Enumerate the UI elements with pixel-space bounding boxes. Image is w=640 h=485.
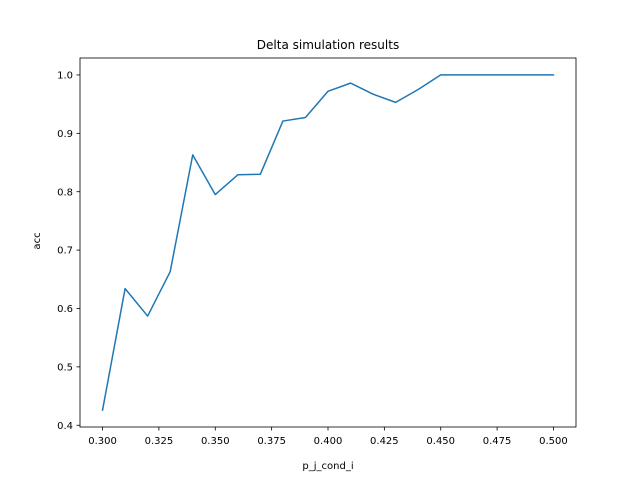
- y-tick-label: 1.0: [57, 71, 73, 82]
- x-tick-label: 0.425: [370, 436, 399, 447]
- x-tick-label: 0.400: [314, 436, 343, 447]
- y-tick-label: 0.5: [57, 362, 73, 373]
- x-tick-label: 0.475: [483, 436, 512, 447]
- x-axis-label: p_j_cond_i: [302, 461, 353, 472]
- x-tick-label: 0.375: [257, 436, 286, 447]
- plot-area: [79, 57, 577, 428]
- x-tick-label: 0.325: [145, 436, 174, 447]
- y-tick-label: 0.8: [57, 187, 73, 198]
- y-tick-label: 0.4: [57, 421, 73, 432]
- y-axis: 0.4 0.5 0.6 0.7 0.8 0.9 1.0: [57, 71, 80, 432]
- chart-title: Delta simulation results: [257, 38, 399, 52]
- x-tick-label: 0.350: [201, 436, 230, 447]
- axes-frame: [79, 57, 577, 428]
- y-tick-label: 0.6: [57, 304, 73, 315]
- x-tick-label: 0.300: [88, 436, 117, 447]
- y-tick-label: 0.7: [57, 246, 73, 257]
- y-tick-label: 0.9: [57, 129, 73, 140]
- series-line-0: [101, 74, 555, 411]
- x-axis: 0.300 0.325 0.350 0.375 0.400 0.425 0.450 0.475…: [88, 427, 568, 447]
- x-tick-label: 0.450: [426, 436, 455, 447]
- y-axis-label: acc: [32, 232, 43, 249]
- x-tick-label: 0.500: [539, 436, 568, 447]
